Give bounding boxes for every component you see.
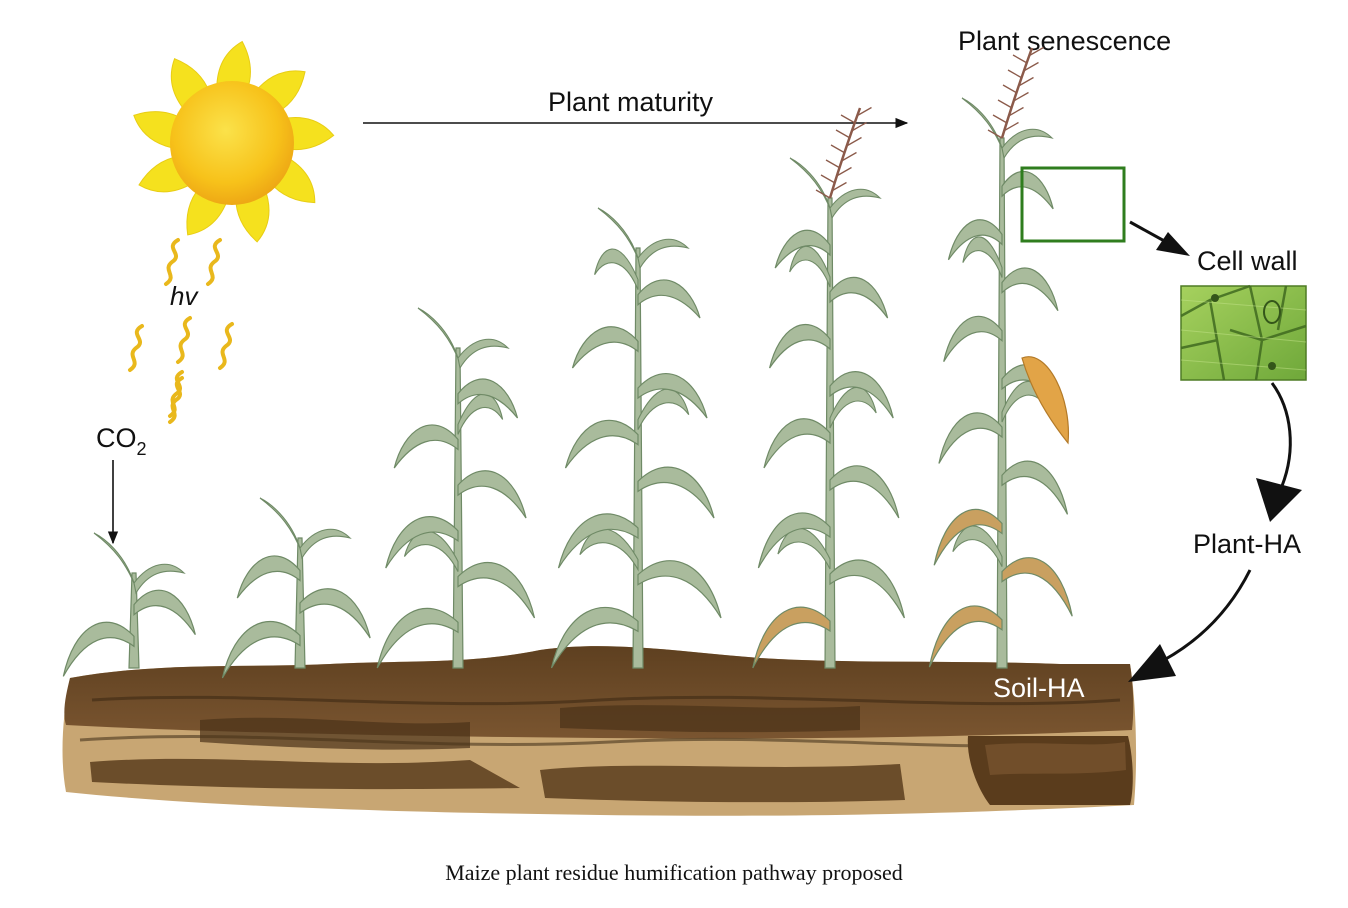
maize-plant-seedling xyxy=(62,532,196,677)
soil-ha-label: Soil-HA xyxy=(993,673,1085,703)
plant-senescence-label: Plant senescence xyxy=(958,26,1171,56)
maize-plant-vegetative xyxy=(376,307,536,669)
arrow-to-soil-ha xyxy=(1128,569,1252,682)
soil-block xyxy=(62,646,1137,816)
figure-caption: Maize plant residue humification pathway… xyxy=(445,860,903,885)
cell-wall-label: Cell wall xyxy=(1197,246,1298,276)
maize-plant-tasseling xyxy=(752,106,905,669)
plant-maturity-label: Plant maturity xyxy=(548,87,714,117)
arrow-to-cell-wall xyxy=(1129,220,1190,256)
light-waves-icon xyxy=(128,238,234,424)
co2-label: CO2 xyxy=(96,423,147,459)
maize-plants xyxy=(62,46,1073,679)
tassel-icon xyxy=(987,46,1044,139)
maize-plant-senescent xyxy=(928,46,1073,669)
maize-plant-young xyxy=(221,497,371,679)
hv-label: hv xyxy=(170,281,199,311)
sun-icon xyxy=(133,40,335,243)
maize-ear-icon xyxy=(1021,356,1070,445)
cell-wall-micrograph xyxy=(1180,284,1307,381)
arrow-to-plant-ha xyxy=(1256,382,1302,522)
cell-wall-highlight-box xyxy=(1020,166,1126,243)
plant-ha-label: Plant-HA xyxy=(1193,529,1301,559)
maize-plant-tall xyxy=(550,207,722,669)
tassel-icon xyxy=(815,106,872,199)
